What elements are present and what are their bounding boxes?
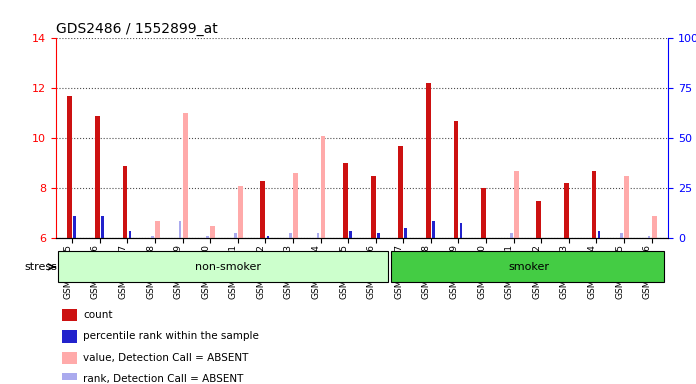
Bar [293,173,298,238]
Bar [564,183,569,238]
Bar [62,330,77,343]
FancyBboxPatch shape [391,252,664,283]
Bar [129,230,132,238]
Bar [267,236,269,238]
Bar [537,200,541,238]
Text: non-smoker: non-smoker [195,262,261,272]
Text: value, Detection Call = ABSENT: value, Detection Call = ABSENT [84,353,248,363]
Text: smoker: smoker [508,262,549,272]
Bar [426,83,431,238]
Bar [210,226,215,238]
Bar [62,309,77,321]
Bar [321,136,326,238]
Bar [510,233,512,238]
Bar [238,186,243,238]
Bar [68,96,72,238]
Bar [592,170,596,238]
Bar [182,113,187,238]
Bar [651,216,656,238]
Bar [514,170,519,238]
Bar [349,230,352,238]
Bar [432,220,435,238]
Bar [234,233,237,238]
Bar [343,163,348,238]
Bar [398,146,403,238]
Bar [620,233,623,238]
Bar [179,220,182,238]
Bar [95,116,100,238]
Bar [648,236,651,238]
Text: count: count [84,310,113,320]
Bar [62,373,77,384]
Text: GDS2486 / 1552899_at: GDS2486 / 1552899_at [56,22,217,36]
Bar [62,352,77,364]
Bar [155,220,160,238]
Text: rank, Detection Call = ABSENT: rank, Detection Call = ABSENT [84,374,244,384]
Bar [289,233,292,238]
Bar [459,223,462,238]
Bar [598,230,600,238]
Text: percentile rank within the sample: percentile rank within the sample [84,331,259,341]
Bar [404,228,407,238]
Bar [122,166,127,238]
FancyBboxPatch shape [58,252,388,283]
Bar [624,176,629,238]
Bar [151,236,154,238]
Bar [207,236,209,238]
Bar [73,216,76,238]
Bar [317,233,319,238]
Bar [371,176,376,238]
Bar [377,233,379,238]
Text: stress: stress [24,262,57,272]
Bar [260,180,265,238]
Bar [454,121,459,238]
Bar [481,188,486,238]
Bar [101,216,104,238]
